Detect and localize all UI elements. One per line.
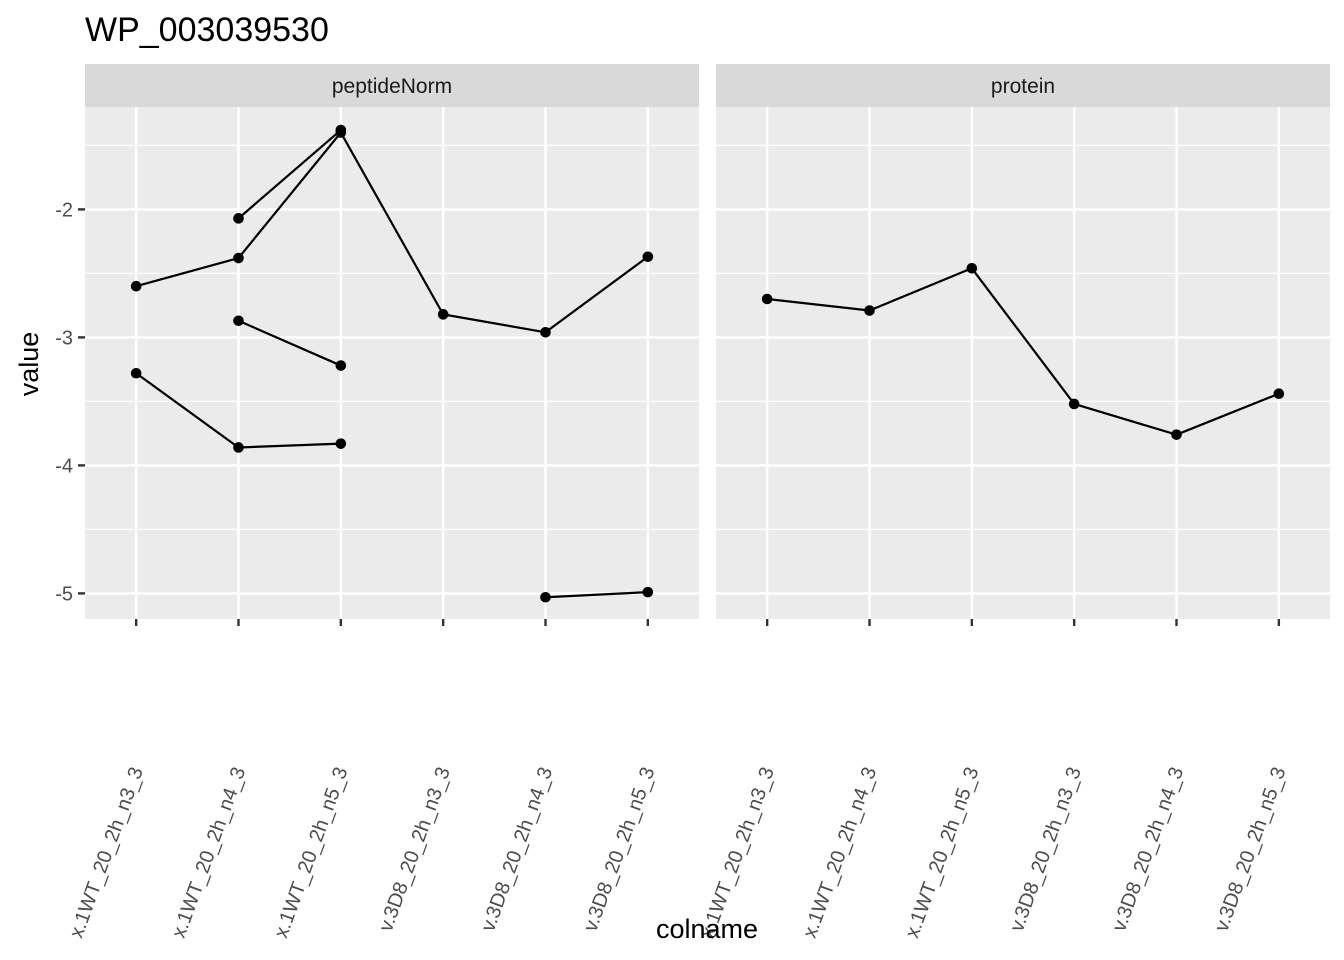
- x-tick-label: x.1WT_20_2h_n3_3: [66, 764, 148, 941]
- series-line-segment: [869, 267, 973, 312]
- x-tick-label: x.1WT_20_2h_n4_3: [168, 764, 250, 941]
- series-line-segment: [339, 132, 445, 315]
- data-point: [1068, 398, 1080, 410]
- x-tick-label: v.3D8_20_2h_n5_3: [1211, 764, 1291, 934]
- data-point: [335, 124, 347, 136]
- series-line-segment: [237, 129, 342, 220]
- x-tick-label: x.1WT_20_2h_n5_3: [270, 764, 352, 941]
- series-4: [130, 367, 347, 453]
- x-tick-label: x.1WT_20_2h_n4_3: [799, 764, 881, 941]
- x-tick-label: v.3D8_20_2h_n3_3: [375, 764, 455, 934]
- data-point: [966, 262, 978, 274]
- data-point: [130, 280, 142, 292]
- facet-strip: [85, 64, 699, 107]
- series-line-segment: [544, 255, 649, 334]
- series-line-segment: [1176, 392, 1280, 436]
- data-point: [335, 438, 347, 449]
- series-line-segment: [545, 591, 648, 599]
- x-tick-label: v.3D8_20_2h_n3_3: [1006, 764, 1086, 934]
- y-axis: -5 -4 -3 -2: [55, 199, 85, 605]
- plot-background: [716, 107, 1330, 619]
- data-point: [233, 252, 244, 264]
- data-point: [233, 442, 244, 453]
- series-line-segment: [970, 267, 1076, 405]
- data-point: [437, 309, 449, 320]
- data-point: [1273, 388, 1285, 400]
- series-line-segment: [767, 297, 870, 312]
- series-3: [233, 315, 347, 371]
- data-point: [642, 586, 654, 598]
- data-point: [335, 360, 347, 371]
- data-point: [233, 213, 244, 224]
- data-point: [642, 251, 654, 263]
- series-5: [540, 586, 654, 603]
- y-tick-label: -3: [55, 327, 73, 349]
- y-axis-title: value: [14, 332, 44, 397]
- y-tick-label: -5: [55, 583, 73, 605]
- series-line-segment: [135, 256, 239, 288]
- x-tick-label: v.3D8_20_2h_n5_3: [580, 764, 660, 934]
- series-line-segment: [442, 313, 546, 334]
- facet-strip: [716, 64, 1330, 107]
- x-axis-title: colname: [656, 914, 758, 944]
- data-point: [1171, 429, 1182, 440]
- data-point: [130, 367, 142, 379]
- chart-title: WP_003039530: [85, 11, 329, 49]
- series-line-segment: [135, 372, 240, 449]
- series-line-segment: [238, 442, 341, 449]
- plot-background: [85, 107, 699, 619]
- y-tick-label: -2: [55, 199, 73, 221]
- x-tick-label: x.1WT_20_2h_n5_3: [901, 764, 983, 941]
- facet-strip-label: protein: [991, 75, 1055, 98]
- data-point: [761, 293, 773, 305]
- x-tick-label: v.3D8_20_2h_n4_3: [477, 764, 557, 934]
- series-1: [761, 262, 1285, 440]
- series-2: [233, 124, 347, 224]
- data-point: [540, 591, 551, 603]
- facet-strip-label: peptideNorm: [332, 75, 452, 98]
- series-line-segment: [1073, 402, 1177, 436]
- x-tick-label: v.3D8_20_2h_n4_3: [1108, 764, 1188, 934]
- series-1: [130, 127, 654, 338]
- series-line-segment: [237, 131, 342, 259]
- data-point: [864, 305, 875, 316]
- series-line-segment: [238, 319, 342, 367]
- y-tick-label: -4: [55, 455, 73, 477]
- data-point: [233, 315, 244, 327]
- data-point: [540, 326, 551, 338]
